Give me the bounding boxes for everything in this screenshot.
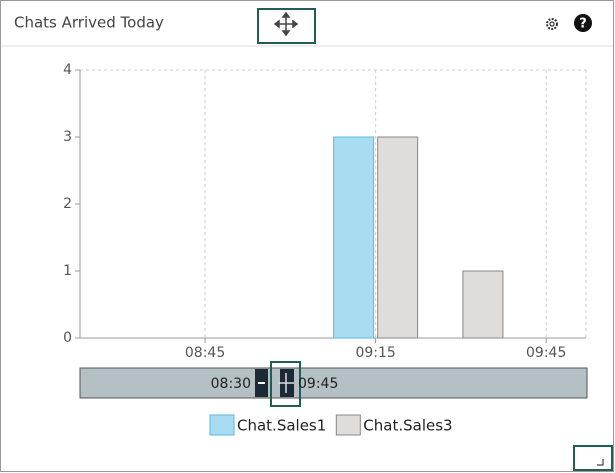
legend-swatch <box>335 414 361 436</box>
legend-label: Chat.Sales1 <box>237 417 326 435</box>
x-tick-label: 08:45 <box>185 345 225 361</box>
bar <box>462 270 504 339</box>
settings-icon[interactable] <box>546 18 558 30</box>
range-selector[interactable]: 08:30 09:45 <box>79 361 588 407</box>
help-icon[interactable]: ? <box>574 14 592 32</box>
bar <box>377 136 419 339</box>
plot-area: 08:45 09:15 09:45 0 1 2 3 4 Chat.Sales1 Chat.Sale… <box>63 62 587 436</box>
svg-text:?: ? <box>579 17 587 32</box>
y-tick-label: 0 <box>63 330 72 346</box>
x-tick-label: 09:45 <box>526 345 566 361</box>
y-tick-label: 2 <box>63 196 72 212</box>
y-tick-label: 1 <box>63 263 72 279</box>
y-tick-label: 4 <box>63 62 72 78</box>
range-start-label: 08:30 <box>211 376 251 392</box>
resize-handle[interactable] <box>573 445 613 471</box>
legend-label: Chat.Sales3 <box>363 417 452 435</box>
range-end-label: 09:45 <box>298 376 338 392</box>
y-tick-label: 3 <box>63 129 72 145</box>
widget-title: Chats Arrived Today <box>14 14 164 32</box>
x-tick-label: 09:15 <box>355 345 395 361</box>
move-handle[interactable] <box>257 8 316 44</box>
bar <box>333 136 375 339</box>
legend-swatch <box>209 414 235 436</box>
